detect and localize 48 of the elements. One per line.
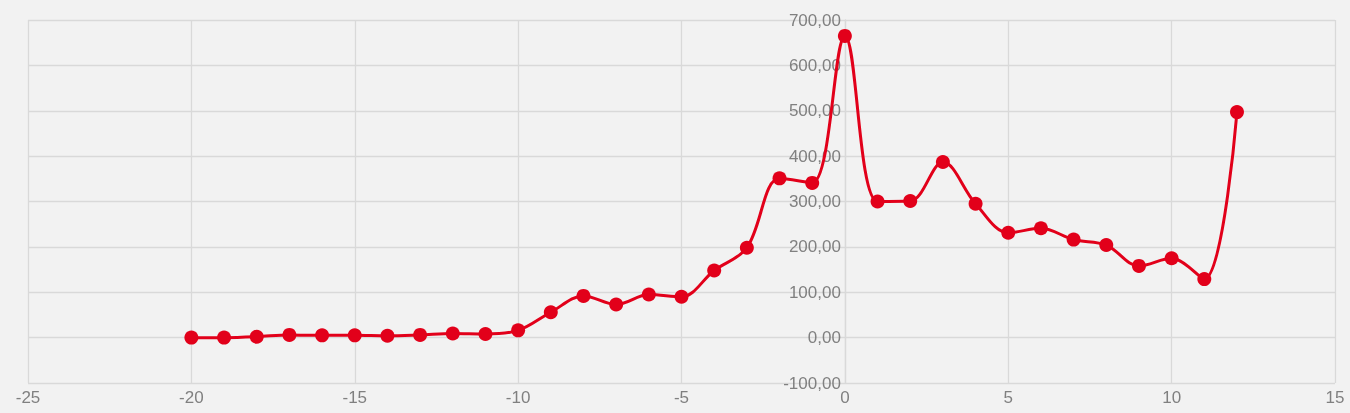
point xyxy=(217,330,232,345)
point xyxy=(1099,238,1114,253)
point xyxy=(1066,232,1081,247)
point xyxy=(315,328,330,343)
point xyxy=(968,196,983,211)
point xyxy=(772,171,787,186)
point xyxy=(249,329,264,344)
y-tick-label: 300,00 xyxy=(788,192,841,211)
y-tick-label: 700,00 xyxy=(788,10,841,30)
point xyxy=(380,328,395,343)
point xyxy=(707,263,722,278)
point xyxy=(935,155,950,170)
x-tick-label: 5 xyxy=(1003,388,1013,407)
point xyxy=(903,194,918,209)
x-tick-label: 0 xyxy=(840,388,850,407)
point xyxy=(641,287,656,302)
y-tick-label: 0,00 xyxy=(807,328,841,348)
point xyxy=(1001,225,1016,240)
point xyxy=(837,28,852,43)
y-tick-label: 100,00 xyxy=(788,282,841,302)
point xyxy=(445,326,460,341)
y-tick-label: -100,00 xyxy=(783,373,841,393)
point xyxy=(1164,251,1179,266)
point xyxy=(870,194,885,209)
x-tick-label: -10 xyxy=(505,388,531,407)
point xyxy=(282,327,297,342)
x-tick-label: -25 xyxy=(15,388,41,407)
point xyxy=(413,327,428,342)
x-tick-label: -5 xyxy=(673,388,690,407)
point xyxy=(1033,221,1048,236)
point xyxy=(478,327,493,341)
point xyxy=(576,288,591,303)
point xyxy=(805,175,820,190)
x-tick-label: -20 xyxy=(179,388,204,407)
point xyxy=(674,289,689,304)
point xyxy=(543,305,558,320)
y-tick-label: 200,00 xyxy=(788,237,841,257)
point xyxy=(511,323,526,338)
point xyxy=(1197,272,1212,287)
x-tick-label: 15 xyxy=(1325,388,1345,407)
point xyxy=(609,297,624,312)
point xyxy=(184,330,199,345)
point xyxy=(1229,105,1244,120)
x-tick-label: 10 xyxy=(1162,388,1182,407)
point xyxy=(739,240,754,255)
point xyxy=(1131,258,1146,273)
point xyxy=(347,328,362,343)
x-tick-label: -15 xyxy=(342,388,368,407)
